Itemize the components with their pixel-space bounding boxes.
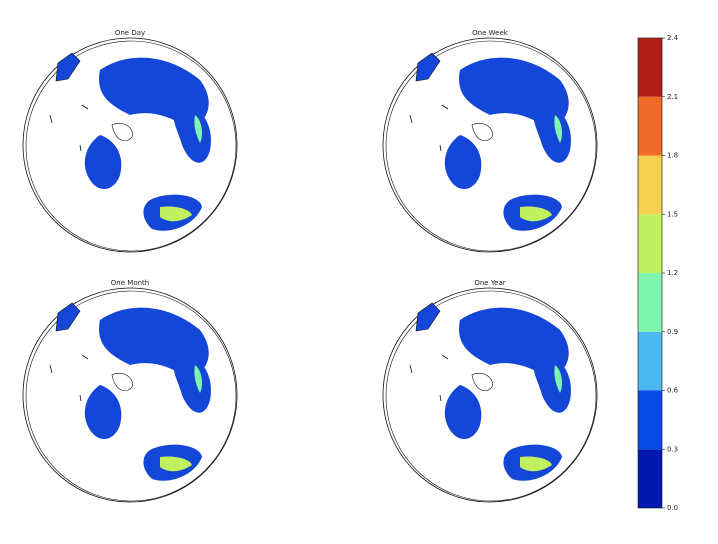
colorbar-tick-label: 2.1 bbox=[667, 93, 678, 101]
land-data bbox=[409, 302, 572, 482]
globe-outline bbox=[382, 287, 598, 503]
panel-title: One Day bbox=[115, 29, 145, 37]
colorbar-segment bbox=[638, 390, 662, 450]
colorbar-segment bbox=[638, 449, 662, 508]
globe-outline bbox=[382, 37, 598, 253]
panel-title: One Month bbox=[111, 279, 149, 287]
globe-outline bbox=[25, 290, 237, 502]
colorbar-segment bbox=[638, 331, 662, 391]
colorbar-tick-label: 1.2 bbox=[667, 269, 678, 277]
colorbar-tick-label: 1.8 bbox=[667, 152, 678, 160]
panel-title: One Year bbox=[474, 279, 505, 287]
colorbar-segment bbox=[638, 273, 662, 332]
colorbar-tick-label: 0.9 bbox=[667, 328, 678, 336]
globe-outline bbox=[22, 287, 238, 503]
colorbar-segment bbox=[638, 38, 662, 97]
map-panel: One Week bbox=[382, 29, 598, 253]
land-data bbox=[49, 52, 212, 232]
colorbar-tick-label: 0.3 bbox=[667, 445, 678, 453]
colorbar-segment bbox=[638, 214, 662, 273]
colorbar-segment bbox=[638, 155, 662, 215]
land-data bbox=[49, 302, 212, 482]
colorbar-tick-label: 0.6 bbox=[667, 387, 679, 395]
globe-outline bbox=[385, 40, 597, 252]
map-panel: One Month bbox=[22, 279, 238, 503]
map-panel: One Day bbox=[22, 29, 238, 253]
colorbar-tick-label: 1.5 bbox=[667, 210, 678, 218]
map-panel: One Year bbox=[382, 279, 598, 503]
colorbar-tick-label: 2.4 bbox=[667, 34, 679, 42]
land-data bbox=[409, 52, 572, 232]
colorbar-tick-label: 0.0 bbox=[667, 504, 678, 512]
globe-outline bbox=[25, 40, 237, 252]
globe-outline bbox=[385, 290, 597, 502]
globe-outline bbox=[22, 37, 238, 253]
panel-title: One Week bbox=[472, 29, 509, 37]
colorbar-segment bbox=[638, 96, 662, 156]
